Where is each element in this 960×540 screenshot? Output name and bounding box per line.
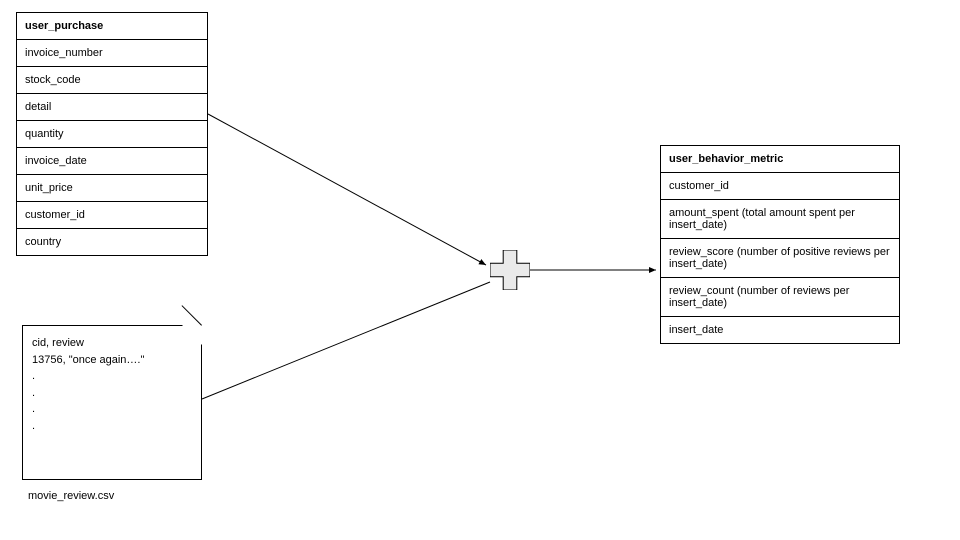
combine-plus-icon bbox=[490, 250, 530, 290]
table-row: stock_code bbox=[17, 67, 207, 94]
table-row: unit_price bbox=[17, 175, 207, 202]
table-row: insert_date bbox=[661, 317, 899, 343]
table-row: amount_spent (total amount spent per ins… bbox=[661, 200, 899, 239]
table-row: customer_id bbox=[17, 202, 207, 229]
table-row: invoice_date bbox=[17, 148, 207, 175]
connector-edge bbox=[202, 282, 490, 399]
table-header: user_purchase bbox=[17, 13, 207, 40]
table-row: detail bbox=[17, 94, 207, 121]
table-row: country bbox=[17, 229, 207, 255]
connector-edge bbox=[208, 114, 486, 265]
table-user-behavior-metric: user_behavior_metric customer_idamount_s… bbox=[660, 145, 900, 344]
table-header: user_behavior_metric bbox=[661, 146, 899, 173]
table-row: invoice_number bbox=[17, 40, 207, 67]
table-row: customer_id bbox=[661, 173, 899, 200]
table-row: quantity bbox=[17, 121, 207, 148]
file-label: movie_review.csv bbox=[28, 490, 114, 502]
file-content: cid, review 13756, "once again…." . . . … bbox=[22, 325, 202, 480]
table-user-purchase: user_purchase invoice_numberstock_codede… bbox=[16, 12, 208, 256]
file-movie-review: cid, review 13756, "once again…." . . . … bbox=[22, 325, 202, 480]
table-row: review_count (number of reviews per inse… bbox=[661, 278, 899, 317]
table-row: review_score (number of positive reviews… bbox=[661, 239, 899, 278]
